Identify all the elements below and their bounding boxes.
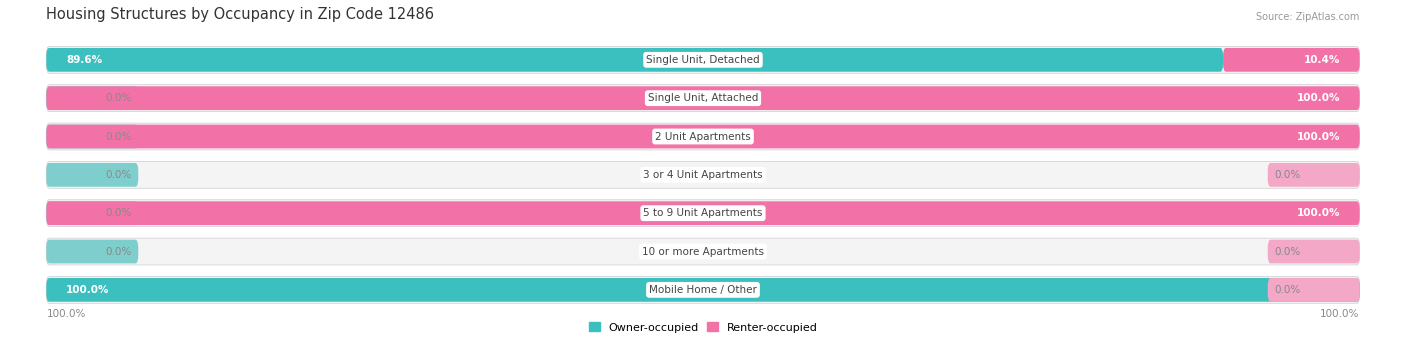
Text: 0.0%: 0.0% xyxy=(1274,285,1301,295)
FancyBboxPatch shape xyxy=(46,240,138,263)
FancyBboxPatch shape xyxy=(46,201,1360,225)
FancyBboxPatch shape xyxy=(46,123,1360,150)
FancyBboxPatch shape xyxy=(46,85,1360,112)
Text: 0.0%: 0.0% xyxy=(105,170,132,180)
FancyBboxPatch shape xyxy=(46,163,138,187)
FancyBboxPatch shape xyxy=(46,86,1360,110)
Text: 0.0%: 0.0% xyxy=(105,132,132,142)
Text: 0.0%: 0.0% xyxy=(1274,170,1301,180)
Text: Source: ZipAtlas.com: Source: ZipAtlas.com xyxy=(1257,12,1360,22)
FancyBboxPatch shape xyxy=(46,124,138,148)
FancyBboxPatch shape xyxy=(1223,48,1360,72)
Text: Single Unit, Attached: Single Unit, Attached xyxy=(648,93,758,103)
FancyBboxPatch shape xyxy=(1268,163,1360,187)
Text: Mobile Home / Other: Mobile Home / Other xyxy=(650,285,756,295)
Text: 0.0%: 0.0% xyxy=(105,247,132,256)
Text: 100.0%: 100.0% xyxy=(1296,93,1340,103)
Text: 100.0%: 100.0% xyxy=(1296,132,1340,142)
FancyBboxPatch shape xyxy=(46,124,1360,148)
Text: 89.6%: 89.6% xyxy=(66,55,103,65)
Text: 100.0%: 100.0% xyxy=(1296,208,1340,218)
Text: 0.0%: 0.0% xyxy=(1274,247,1301,256)
Text: 100.0%: 100.0% xyxy=(46,309,86,318)
Text: 100.0%: 100.0% xyxy=(66,285,110,295)
Text: 0.0%: 0.0% xyxy=(105,208,132,218)
FancyBboxPatch shape xyxy=(1268,240,1360,263)
FancyBboxPatch shape xyxy=(46,200,1360,227)
Text: 10 or more Apartments: 10 or more Apartments xyxy=(643,247,763,256)
Legend: Owner-occupied, Renter-occupied: Owner-occupied, Renter-occupied xyxy=(583,318,823,337)
Text: Single Unit, Detached: Single Unit, Detached xyxy=(647,55,759,65)
FancyBboxPatch shape xyxy=(46,161,1360,188)
FancyBboxPatch shape xyxy=(46,48,1223,72)
FancyBboxPatch shape xyxy=(46,46,1360,73)
Text: 2 Unit Apartments: 2 Unit Apartments xyxy=(655,132,751,142)
FancyBboxPatch shape xyxy=(1268,278,1360,302)
Text: 10.4%: 10.4% xyxy=(1303,55,1340,65)
Text: Housing Structures by Occupancy in Zip Code 12486: Housing Structures by Occupancy in Zip C… xyxy=(46,7,434,22)
Text: 3 or 4 Unit Apartments: 3 or 4 Unit Apartments xyxy=(643,170,763,180)
FancyBboxPatch shape xyxy=(46,201,138,225)
Text: 0.0%: 0.0% xyxy=(105,93,132,103)
FancyBboxPatch shape xyxy=(46,86,138,110)
FancyBboxPatch shape xyxy=(46,278,1360,302)
Text: 5 to 9 Unit Apartments: 5 to 9 Unit Apartments xyxy=(644,208,762,218)
FancyBboxPatch shape xyxy=(46,238,1360,265)
FancyBboxPatch shape xyxy=(46,277,1360,303)
Text: 100.0%: 100.0% xyxy=(1320,309,1360,318)
